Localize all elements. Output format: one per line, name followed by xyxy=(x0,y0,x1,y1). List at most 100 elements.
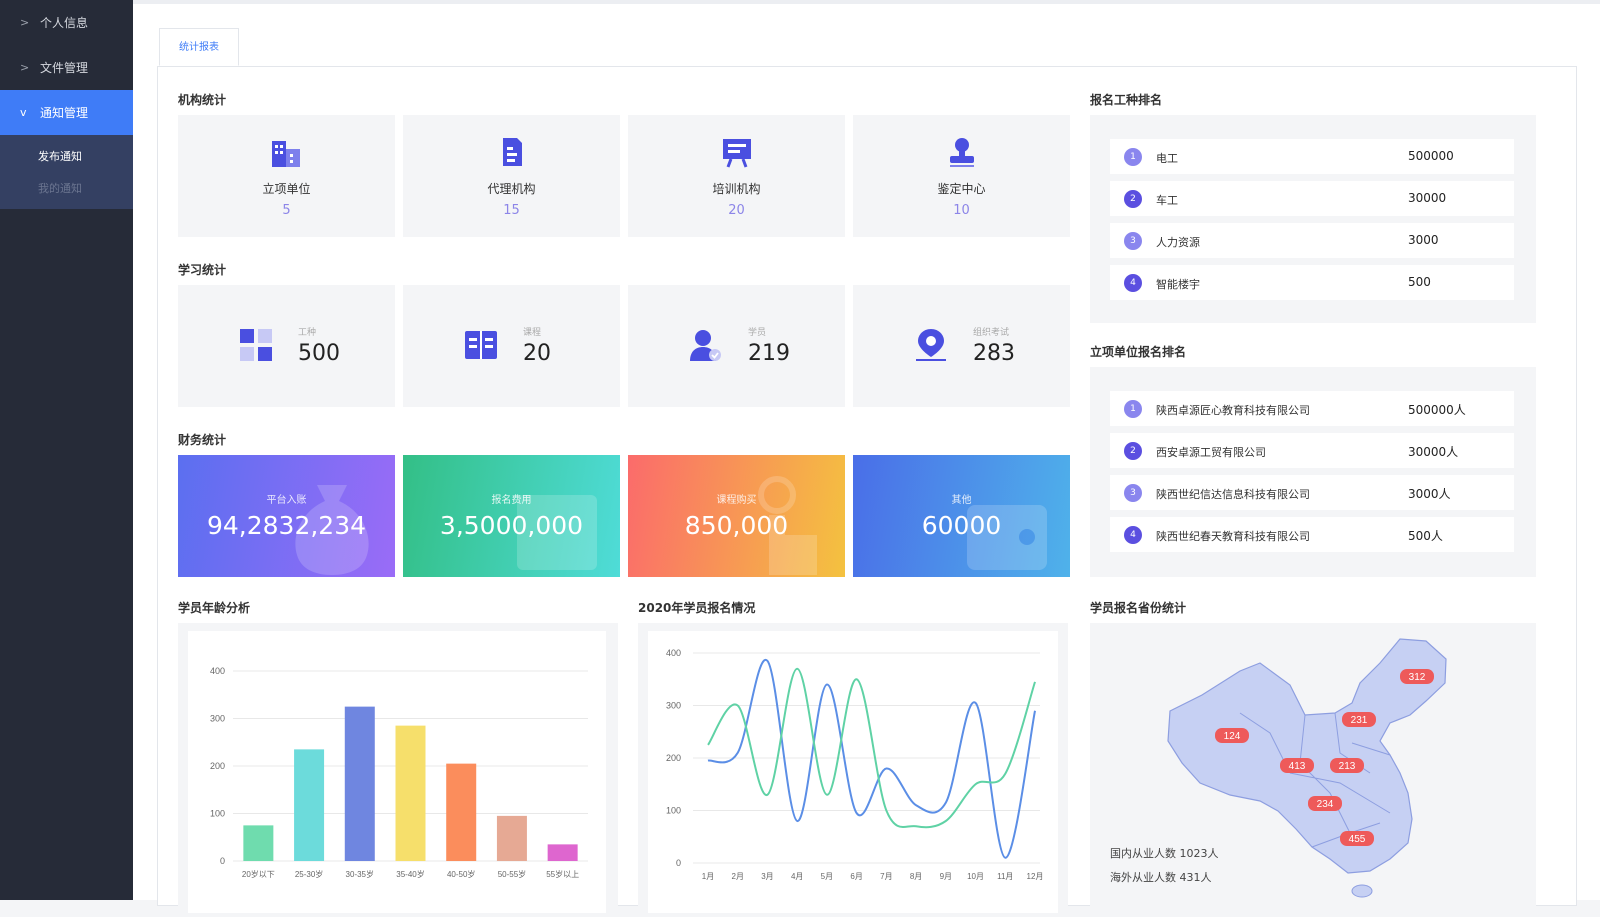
study-card-label: 课程 xyxy=(523,328,542,338)
coupon-icon xyxy=(517,495,597,570)
document-building-icon xyxy=(502,138,522,166)
sidebar-subitem-my-notices[interactable]: 我的通知 xyxy=(38,182,82,195)
finance-card-value: 850,000 xyxy=(684,511,789,540)
ranking-row[interactable]: 1 电工 500000 xyxy=(1110,139,1514,174)
wallet-icon xyxy=(967,505,1047,570)
age-chart-title: 学员年龄分析 xyxy=(178,601,251,615)
study-card-label: 工种 xyxy=(298,328,317,338)
sidebar-item-file-management[interactable]: > 文件管理 xyxy=(0,45,133,90)
bar xyxy=(446,763,477,861)
study-card-value: 283 xyxy=(973,341,1015,366)
org-card-label: 培训机构 xyxy=(712,182,761,196)
chevron-down-icon: v xyxy=(20,106,27,119)
map-marker[interactable]: 413 xyxy=(1280,758,1314,773)
svg-text:413: 413 xyxy=(1289,761,1306,772)
x-tick-label: 2月 xyxy=(732,872,744,881)
x-tick-label: 25-30岁 xyxy=(295,869,323,879)
sidebar-item-notification-management[interactable]: v 通知管理 xyxy=(0,90,133,135)
map-marker[interactable]: 312 xyxy=(1400,669,1434,684)
ranking-row[interactable]: 3 陕西世纪信达信息科技有限公司 3000人 xyxy=(1110,475,1514,510)
series-line-2 xyxy=(707,667,1036,829)
location-pin-icon xyxy=(916,329,946,361)
sidebar-item-label: 文件管理 xyxy=(40,61,89,75)
finance-card-label: 平台入账 xyxy=(266,495,307,506)
finance-card-course-purchases[interactable]: 课程购买 850,000 xyxy=(628,455,845,577)
org-card-agencies[interactable]: 代理机构 15 xyxy=(403,115,620,237)
grid-blocks-icon xyxy=(240,329,272,361)
bar xyxy=(496,815,527,861)
y-tick-label: 0 xyxy=(676,858,681,868)
org-card-training-institutions[interactable]: 培训机构 20 xyxy=(628,115,845,237)
ranking-row[interactable]: 1 陕西卓源匠心教育科技有限公司 500000人 xyxy=(1110,391,1514,426)
overseas-count: 海外从业人数 431人 xyxy=(1110,871,1212,884)
study-card-exams[interactable]: 组织考试 283 xyxy=(853,285,1070,407)
finance-card-label: 课程购买 xyxy=(716,495,757,506)
registration-line-chart: 0 100 200 300 400 1月 2月 3月 4月 5月 6月 7月 8月 9月 10月 11月 12月 xyxy=(666,648,1044,881)
ranking-row[interactable]: 3 人力资源 3000 xyxy=(1110,223,1514,258)
finance-card-value: 3,5000,000 xyxy=(439,511,584,540)
x-tick-label: 20岁以下 xyxy=(242,869,275,879)
bar xyxy=(294,749,325,861)
chevron-right-icon: > xyxy=(20,61,30,74)
x-tick-label: 12月 xyxy=(1027,872,1044,881)
svg-text:231: 231 xyxy=(1351,715,1368,726)
registration-chart-container: 0 100 200 300 400 1月 2月 3月 4月 5月 6月 7月 8月 9月 10月 11月 12月 xyxy=(638,623,1068,913)
ranking-row[interactable]: 4 智能楼宇 500 xyxy=(1110,265,1514,300)
map-marker[interactable]: 455 xyxy=(1340,831,1374,846)
org-stats-title: 机构统计 xyxy=(178,93,227,107)
study-card-courses[interactable]: 课程 20 xyxy=(403,285,620,407)
map-marker[interactable]: 231 xyxy=(1342,712,1376,727)
y-tick-label: 300 xyxy=(210,714,225,724)
org-card-value: 10 xyxy=(953,203,970,218)
finance-card-registration-fees[interactable]: 报名费用 3,5000,000 xyxy=(403,455,620,577)
rank-badge: 2 xyxy=(1124,190,1142,208)
org-card-label: 代理机构 xyxy=(487,182,536,196)
sidebar-subitem-publish-notice[interactable]: 发布通知 xyxy=(38,150,82,163)
x-tick-label: 1月 xyxy=(702,872,714,881)
x-tick-label: 55岁以上 xyxy=(546,869,579,879)
presentation-board-icon xyxy=(722,139,751,168)
ranking-name: 智能楼宇 xyxy=(1156,278,1200,291)
job-ranking-list: 1 电工 500000 2 车工 30000 3 人力资源 3000 4 智能楼… xyxy=(1090,115,1536,323)
china-map[interactable]: 312 231 124 413 213 234 455 xyxy=(1090,623,1536,913)
finance-card-label: 报名费用 xyxy=(491,495,532,506)
finance-card-value: 94,2832,234 xyxy=(206,511,367,540)
ranking-row[interactable]: 2 西安卓源工贸有限公司 30000人 xyxy=(1110,433,1514,468)
finance-card-other[interactable]: 其他 60000 xyxy=(853,455,1070,577)
study-card-label: 组织考试 xyxy=(973,328,1010,338)
ranking-row[interactable]: 4 陕西世纪春天教育科技有限公司 500人 xyxy=(1110,517,1514,552)
finance-stats-title: 财务统计 xyxy=(178,433,227,447)
rank-badge: 3 xyxy=(1124,484,1142,502)
unit-ranking-list: 1 陕西卓源匠心教育科技有限公司 500000人 2 西安卓源工贸有限公司 30… xyxy=(1090,367,1536,577)
map-marker[interactable]: 234 xyxy=(1308,796,1342,811)
org-card-project-units[interactable]: 立项单位 5 xyxy=(178,115,395,237)
study-card-job-types[interactable]: 工种 500 xyxy=(178,285,395,407)
y-tick-label: 400 xyxy=(666,648,681,658)
y-tick-label: 100 xyxy=(666,806,681,816)
org-card-value: 20 xyxy=(728,203,745,218)
x-tick-label: 9月 xyxy=(940,872,952,881)
map-marker[interactable]: 213 xyxy=(1330,758,1364,773)
study-card-students[interactable]: 学员 219 xyxy=(628,285,845,407)
map-marker[interactable]: 124 xyxy=(1215,728,1249,743)
bar xyxy=(395,725,426,861)
ranking-name: 陕西世纪春天教育科技有限公司 xyxy=(1156,530,1310,543)
rank-badge: 3 xyxy=(1124,232,1142,250)
rank-badge: 4 xyxy=(1124,274,1142,292)
sidebar-item-personal-info[interactable]: > 个人信息 xyxy=(0,0,133,45)
age-chart-container: 0 100 200 300 400 20岁以下 25-30岁 30-35岁 35-40岁 40-5… xyxy=(178,623,618,913)
org-card-appraisal-centers[interactable]: 鉴定中心 10 xyxy=(853,115,1070,237)
finance-card-platform-income[interactable]: 平台入账 94,2832,234 xyxy=(178,455,395,577)
sidebar-item-label: 通知管理 xyxy=(40,106,89,120)
main-content: 统计报表 机构统计 立项单位 5 代理机构 15 培训机构 20 鉴定中心 10… xyxy=(133,0,1600,913)
org-card-label: 立项单位 xyxy=(262,182,311,196)
y-tick-label: 400 xyxy=(210,666,225,676)
ranking-name: 人力资源 xyxy=(1156,236,1200,249)
ranking-row[interactable]: 2 车工 30000 xyxy=(1110,181,1514,216)
student-icon xyxy=(690,330,721,361)
finance-card-value: 60000 xyxy=(921,511,1002,540)
org-card-value: 5 xyxy=(282,203,291,218)
ranking-name: 电工 xyxy=(1156,152,1178,165)
tab-statistics-report[interactable]: 统计报表 xyxy=(159,28,239,66)
registration-chart-title: 2020年学员报名情况 xyxy=(638,601,756,615)
